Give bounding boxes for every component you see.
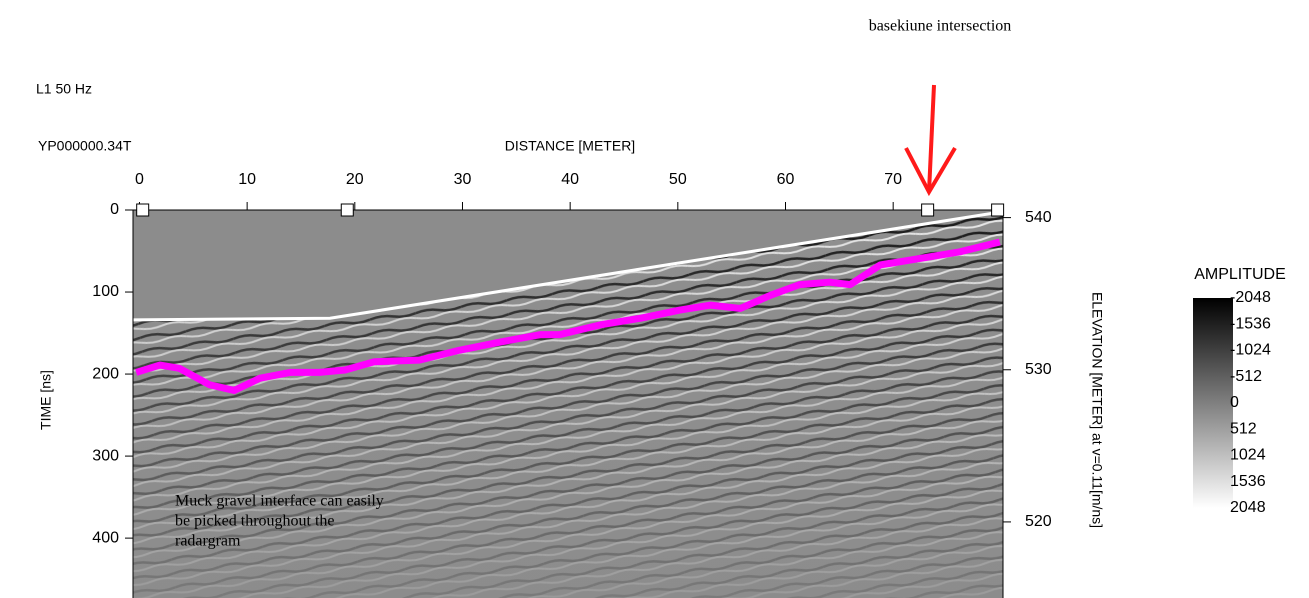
colorbar-tick-label: -2048	[1230, 289, 1271, 306]
colorbar-tick-label: -1536	[1230, 315, 1271, 332]
marker	[991, 203, 1005, 217]
colorbar-tick-label: 0	[1230, 394, 1239, 411]
y-tick-label: 400	[92, 529, 119, 546]
colorbar-tick-label: 2048	[1230, 499, 1266, 516]
x-tick-label: 50	[669, 171, 687, 188]
x-tick-label: 60	[777, 171, 795, 188]
y2-tick-label: 530	[1025, 361, 1052, 378]
file-label: YP000000.34T	[38, 138, 132, 154]
y2-axis-label: ELEVATION [METER] at v=0.11[m/ns]	[1089, 292, 1105, 528]
x-tick-label: 10	[238, 171, 256, 188]
marker	[136, 203, 150, 217]
annotation-line: Muck gravel interface can easily	[175, 493, 384, 510]
colorbar-tick-label: 512	[1230, 420, 1257, 437]
annotation-line: radargram	[175, 533, 241, 550]
colorbar-tick-label: -512	[1230, 368, 1262, 385]
colorbar	[1193, 298, 1233, 508]
arrow	[904, 84, 957, 197]
y-tick-label: 300	[92, 447, 119, 464]
x-axis-label: DISTANCE [METER]	[505, 138, 635, 154]
y-axis-label: TIME [ns]	[38, 370, 54, 430]
marker	[921, 203, 935, 217]
colorbar-label: AMPLITUDE	[1194, 266, 1286, 283]
surface-line	[133, 210, 1003, 322]
colorbar-tick-label: 1024	[1230, 447, 1266, 464]
x-tick-label: 40	[561, 171, 579, 188]
colorbar-tick-label: -1024	[1230, 342, 1271, 359]
x-tick-label: 0	[135, 171, 144, 188]
y2-tick-label: 520	[1025, 513, 1052, 530]
pick-line	[135, 238, 1001, 394]
x-tick-label: 30	[454, 171, 472, 188]
radar-fade	[133, 211, 1003, 598]
y-tick-label: 0	[110, 201, 119, 218]
annotation-line: be picked throughout the	[175, 513, 335, 530]
y-tick-label: 100	[92, 283, 119, 300]
x-tick-label: 70	[884, 171, 902, 188]
y-tick-label: 200	[92, 365, 119, 382]
chart-title: L1 50 Hz	[36, 81, 92, 97]
marker	[340, 203, 354, 217]
colorbar-tick-label: 1536	[1230, 473, 1266, 490]
x-tick-label: 20	[346, 171, 364, 188]
y2-tick-label: 540	[1025, 209, 1052, 226]
foreground: 0 10 20 30 40 50 60 70 0 100 200 300 400 520 530 540 Muc…	[92, 171, 1052, 598]
annotation: basekiune intersection	[869, 18, 1012, 35]
plot-area	[133, 210, 1003, 598]
